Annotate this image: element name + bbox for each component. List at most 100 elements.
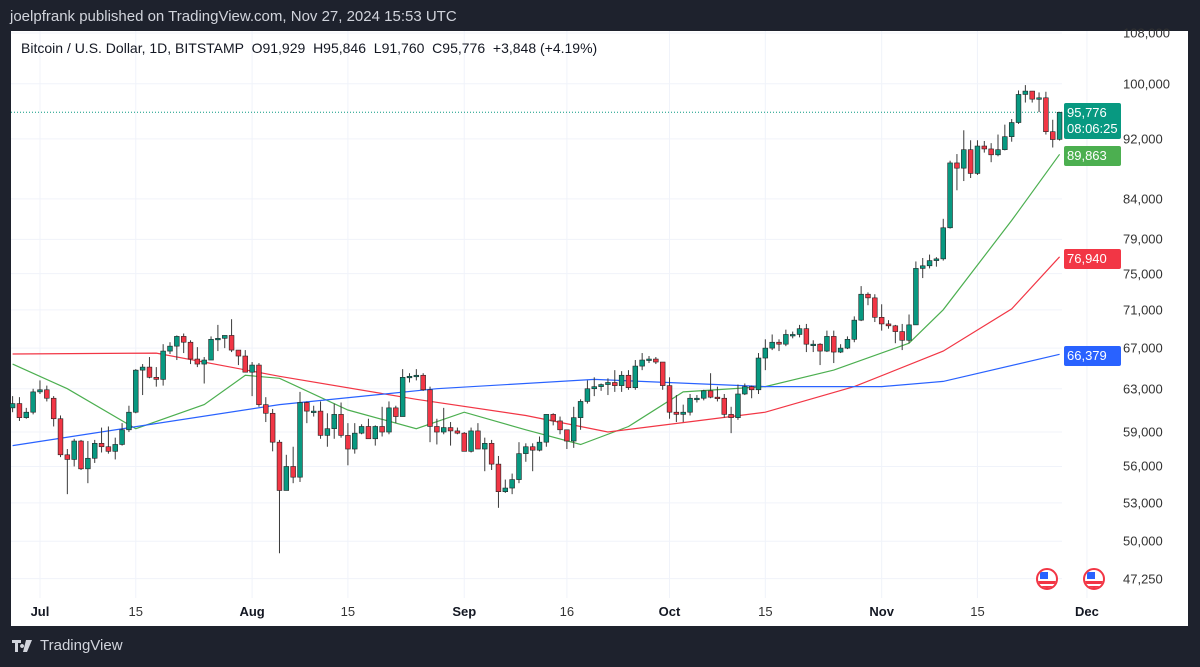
ma200-line — [12, 353, 1060, 447]
candle — [146, 357, 153, 379]
candle — [482, 437, 488, 472]
candle — [502, 479, 508, 493]
candle — [297, 391, 303, 482]
time-tick-label: Dec — [1075, 604, 1099, 619]
candle — [529, 443, 536, 472]
candle-body — [796, 328, 803, 335]
candle-body — [180, 336, 187, 343]
price-tick-label: 92,000 — [1123, 131, 1163, 147]
candle-body — [981, 145, 988, 150]
candle — [728, 406, 734, 434]
candle — [126, 405, 132, 433]
symbol-title: Bitcoin / U.S. Dollar, 1D, BITSTAMP — [21, 40, 244, 56]
candle — [9, 396, 16, 413]
candle — [37, 380, 43, 394]
candle — [687, 393, 693, 416]
candle-body — [954, 162, 960, 169]
candle-body — [201, 359, 207, 365]
candle-body — [338, 414, 344, 436]
candle — [1056, 111, 1063, 141]
candle — [612, 370, 618, 392]
candle-body — [844, 339, 851, 349]
low-value: L91,760 — [373, 40, 425, 56]
time-tick-label: 15 — [128, 604, 143, 619]
candle-body — [988, 148, 994, 156]
candle-body — [817, 343, 823, 352]
candle — [796, 324, 803, 338]
candle — [44, 385, 50, 402]
candle — [427, 386, 433, 443]
candle — [577, 399, 584, 430]
candle-body — [516, 453, 522, 480]
candle-body — [119, 429, 125, 445]
candle-body — [1056, 111, 1063, 140]
candle-body — [666, 385, 673, 413]
candle-body — [37, 389, 43, 393]
time-tick-label: 16 — [559, 604, 575, 619]
candle — [187, 340, 194, 365]
candle — [516, 442, 522, 484]
last-price-label: 95,776 08:06:25 — [1064, 103, 1121, 139]
candle-body — [680, 411, 686, 415]
ma50-label: 76,940 — [1064, 249, 1121, 269]
candle-body — [776, 341, 782, 345]
candle-body — [427, 389, 433, 427]
candle-body — [995, 149, 1001, 156]
candle — [810, 340, 816, 353]
candle — [721, 393, 727, 418]
candle — [872, 294, 878, 323]
us-event-flag-icon[interactable] — [1036, 568, 1058, 590]
candle-body — [263, 404, 269, 414]
candle-body — [940, 227, 946, 260]
price-tick-label: 56,000 — [1123, 458, 1163, 474]
candle — [790, 331, 796, 339]
candle-body — [406, 375, 413, 379]
us-event-flag-icon[interactable] — [1083, 568, 1105, 590]
candle — [701, 389, 707, 401]
candle-body — [194, 358, 201, 365]
candle-body — [133, 369, 139, 413]
candle-body — [612, 382, 618, 386]
candle — [639, 353, 645, 371]
candle-body — [372, 426, 378, 440]
candle — [865, 292, 871, 306]
candle — [119, 423, 125, 446]
candle-body — [605, 382, 611, 385]
candle-body — [126, 411, 132, 431]
candle-body — [331, 414, 337, 429]
price-tick-label: 108,000 — [1123, 25, 1170, 41]
candle-body — [153, 377, 160, 380]
candle-body — [694, 397, 700, 401]
candle — [304, 401, 310, 424]
candle — [954, 154, 960, 191]
candle-body — [1022, 90, 1029, 95]
candle-body — [9, 403, 16, 409]
candle-body — [71, 440, 77, 460]
candle-body — [44, 389, 50, 399]
candle — [447, 422, 454, 446]
candle-body — [851, 319, 857, 340]
candle — [365, 418, 372, 440]
candle — [926, 254, 933, 269]
candle — [372, 425, 378, 446]
chart-panel[interactable] — [11, 31, 1188, 626]
ma20-line — [12, 153, 1061, 446]
candle — [352, 423, 358, 454]
candle-body — [1008, 122, 1015, 137]
candle — [536, 436, 543, 452]
time-tick-label: 15 — [758, 604, 773, 619]
ohlc-legend: Bitcoin / U.S. Dollar, 1D, BITSTAMP O91,… — [21, 40, 597, 56]
candle-body — [386, 407, 392, 433]
candle — [947, 160, 953, 229]
candle-body — [523, 446, 529, 454]
candle — [632, 360, 639, 390]
candle — [269, 408, 276, 452]
ma200-label: 66,379 — [1064, 346, 1121, 366]
candle-body — [933, 258, 940, 261]
candle — [393, 405, 399, 424]
candle — [571, 406, 577, 448]
candle — [495, 455, 502, 508]
time-tick-label: Jul — [30, 604, 50, 619]
candle — [420, 373, 426, 391]
